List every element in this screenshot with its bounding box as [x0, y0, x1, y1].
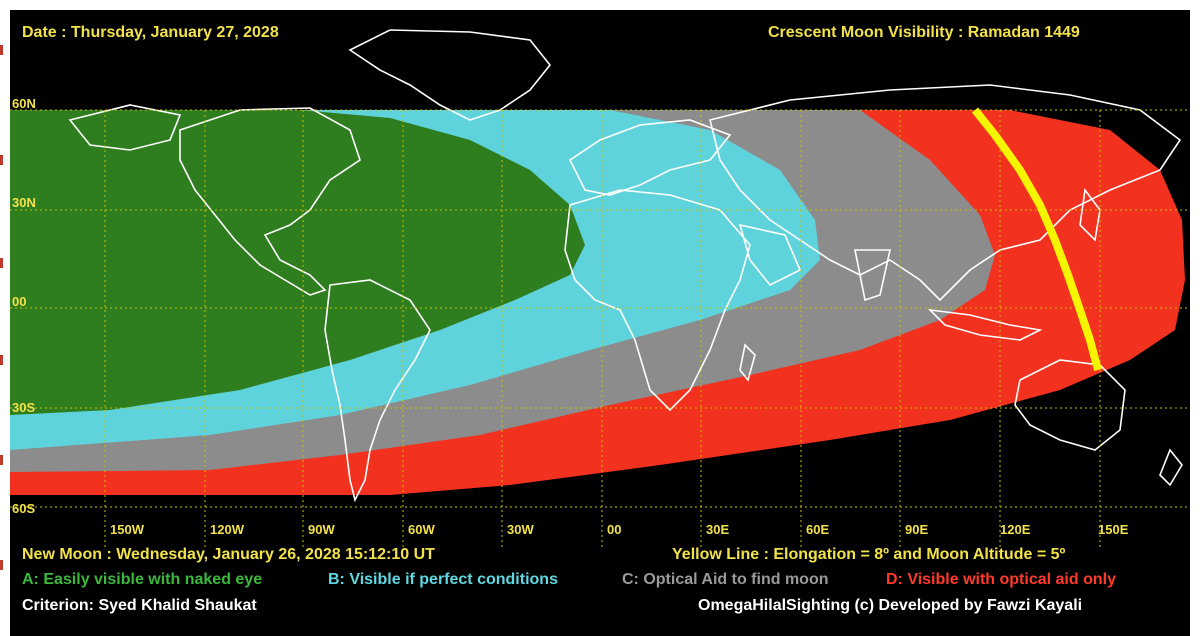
map-title: Crescent Moon Visibility : Ramadan 1449: [768, 24, 1080, 41]
legend-a: A: Easily visible with naked eye: [22, 571, 263, 588]
lat-label-60s: 60S: [12, 501, 36, 516]
edge-marker: [0, 45, 3, 55]
coastlines: [68, 29, 1183, 503]
edge-marker: [0, 455, 3, 465]
elongation-altitude-line: [971, 107, 1102, 372]
moon-visibility-map-panel: Date : Thursday, January 27, 2028 Cresce…: [10, 10, 1190, 636]
lat-label-30n: 30N: [12, 195, 36, 210]
date-label: Date : Thursday, January 27, 2028: [22, 24, 279, 41]
lon-label-60w: 60W: [408, 522, 435, 537]
visibility-map: [10, 10, 1190, 636]
lon-label-90w: 90W: [308, 522, 335, 537]
lon-label-60e: 60E: [806, 522, 830, 537]
graticule: [10, 109, 1190, 550]
credit-label: OmegaHilalSighting (c) Developed by Fawz…: [698, 597, 1083, 614]
zone-a-green: [10, 110, 585, 415]
new-moon-label: New Moon : Wednesday, January 26, 2028 1…: [22, 546, 435, 563]
lon-label-120w: 120W: [210, 522, 244, 537]
lon-label-00: 00: [607, 522, 622, 537]
edge-marker: [0, 355, 3, 365]
lon-label-150e: 150E: [1098, 522, 1129, 537]
legend-c: C: Optical Aid to find moon: [622, 571, 829, 588]
lon-label-30e: 30E: [706, 522, 730, 537]
lat-label-60n: 60N: [12, 96, 36, 111]
edge-marker: [0, 258, 3, 268]
legend-d: D: Visible with optical aid only: [886, 571, 1116, 588]
lon-label-30w: 30W: [507, 522, 534, 537]
lon-label-150w: 150W: [110, 522, 144, 537]
lat-label-00: 00: [12, 294, 27, 309]
lon-label-120e: 120E: [1000, 522, 1031, 537]
criterion-label: Criterion: Syed Khalid Shaukat: [22, 597, 257, 614]
yellow-line-label: Yellow Line : Elongation = 8º and Moon A…: [672, 546, 1066, 563]
lat-label-30s: 30S: [12, 400, 36, 415]
edge-marker: [0, 155, 3, 165]
edge-marker: [0, 560, 3, 570]
legend-b: B: Visible if perfect conditions: [328, 571, 558, 588]
lon-label-90e: 90E: [905, 522, 929, 537]
